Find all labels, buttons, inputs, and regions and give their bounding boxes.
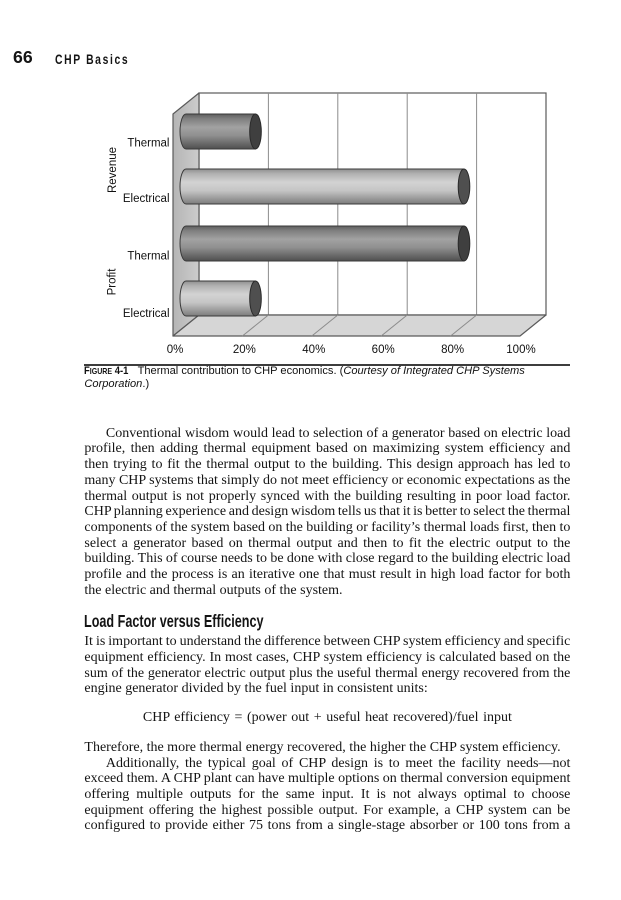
svg-text:0%: 0% [167, 344, 184, 356]
svg-text:80%: 80% [441, 344, 464, 356]
svg-text:Thermal: Thermal [127, 137, 169, 149]
svg-text:Revenue: Revenue [107, 147, 119, 193]
svg-text:60%: 60% [372, 344, 395, 356]
svg-text:100%: 100% [506, 344, 535, 356]
svg-text:Thermal: Thermal [127, 250, 169, 262]
svg-text:Profit: Profit [107, 268, 119, 296]
svg-text:Electrical: Electrical [123, 308, 170, 320]
svg-text:Electrical: Electrical [123, 193, 170, 205]
svg-text:40%: 40% [302, 344, 325, 356]
svg-text:20%: 20% [233, 344, 256, 356]
